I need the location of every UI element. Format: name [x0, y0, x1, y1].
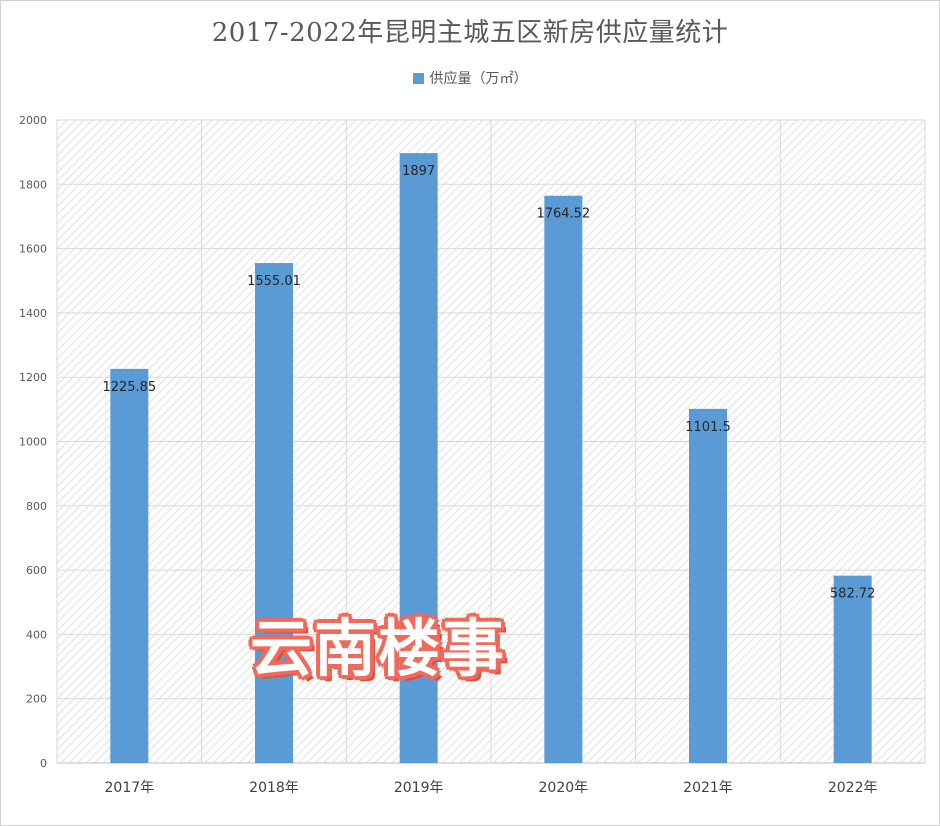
x-tick-label: 2019年 — [394, 780, 444, 796]
bars: 1225.85 1555.01 1897 1764.52 1101.5 582.72 — [102, 153, 876, 764]
bar — [544, 195, 583, 764]
bar — [833, 575, 872, 763]
bar — [689, 408, 727, 763]
legend-label: 供应量（万㎡） — [429, 71, 528, 87]
data-label: 1101.5 — [685, 420, 731, 435]
y-tick-label: 600 — [26, 564, 47, 577]
x-tick-label: 2022年 — [828, 780, 878, 796]
bar — [255, 263, 293, 763]
legend-swatch — [412, 72, 424, 84]
data-label: 582.72 — [830, 587, 876, 602]
x-tick-label: 2020年 — [539, 780, 589, 796]
y-tick-label: 1400 — [19, 307, 47, 320]
y-tick-label: 200 — [26, 693, 47, 706]
bar — [110, 368, 149, 763]
y-tick-label: 1800 — [19, 178, 47, 191]
x-tick-label: 2018年 — [249, 780, 299, 796]
legend: 供应量（万㎡） — [0, 68, 940, 88]
data-label: 1897 — [402, 164, 435, 179]
bar — [399, 153, 438, 763]
data-label: 1764.52 — [536, 207, 590, 222]
chart-title: 2017-2022年昆明主城五区新房供应量统计 — [211, 18, 729, 48]
y-tick-label: 2000 — [19, 114, 47, 127]
data-label: 1555.01 — [247, 274, 301, 289]
y-tick-label: 1600 — [19, 243, 47, 256]
tick-labels: 0 200 400 600 800 1000 1200 1400 1600 1800 2000 201… — [19, 114, 877, 796]
watermark-logo: 云南楼事 — [250, 612, 507, 685]
y-tick-label: 1200 — [19, 371, 47, 384]
y-tick-label: 0 — [40, 757, 47, 770]
data-label: 1225.85 — [102, 380, 156, 395]
gridlines — [56, 119, 926, 764]
y-tick-label: 400 — [26, 628, 47, 641]
y-tick-label: 800 — [26, 500, 47, 513]
y-tick-label: 1000 — [19, 436, 47, 449]
x-tick-label: 2017年 — [105, 780, 155, 796]
x-tick-label: 2021年 — [683, 780, 733, 796]
